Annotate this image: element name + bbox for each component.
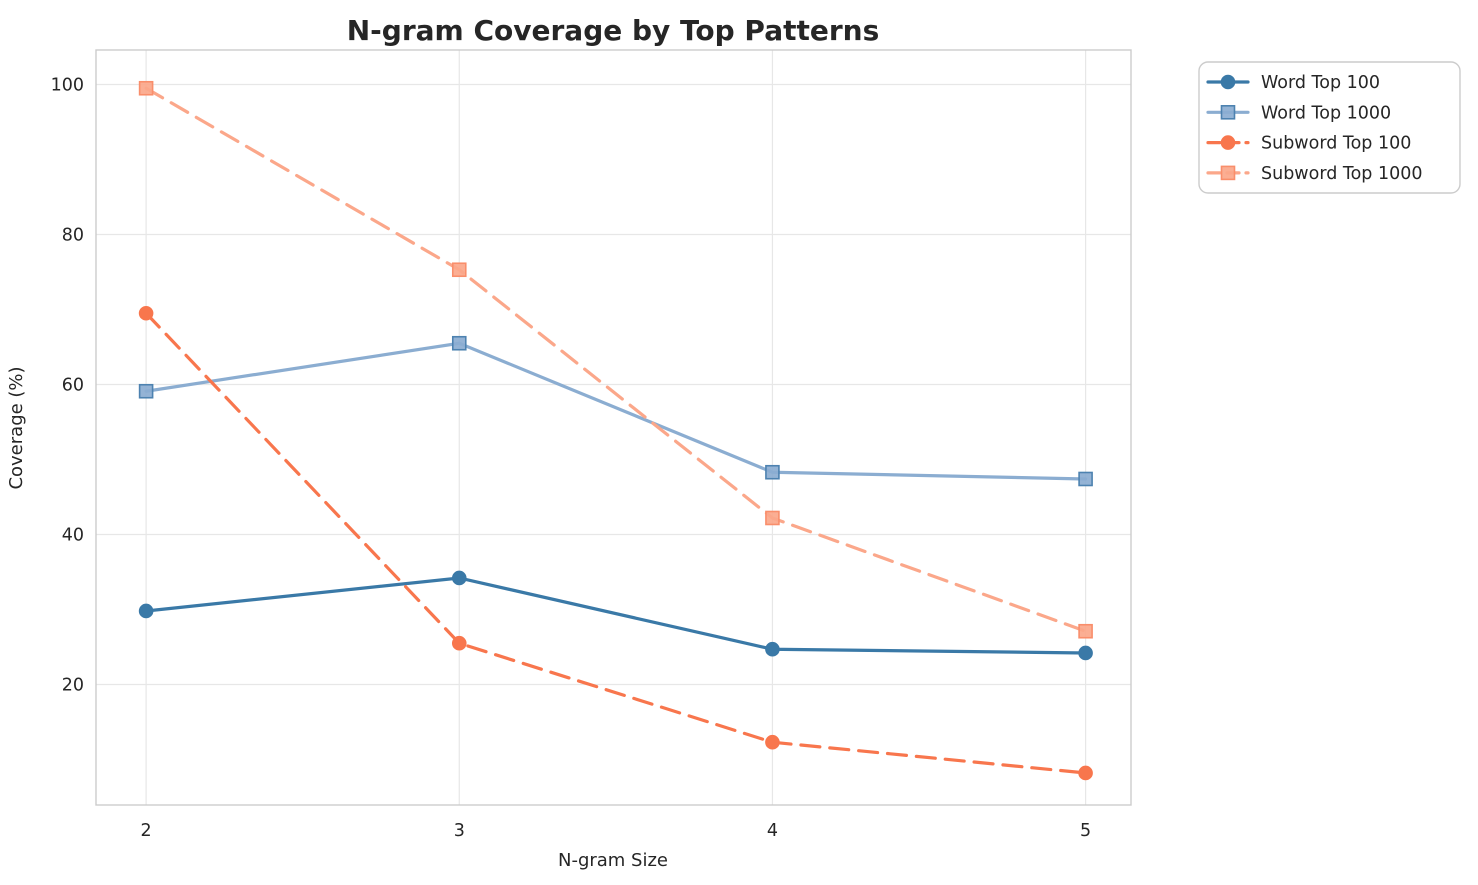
x-axis-label: N-gram Size <box>558 850 668 871</box>
y-tick-label: 80 <box>62 225 84 245</box>
y-tick-label: 20 <box>62 675 84 695</box>
data-point-marker <box>451 335 467 351</box>
x-tick-label: 4 <box>767 821 778 841</box>
x-tick-label: 3 <box>454 821 465 841</box>
data-point-marker <box>451 570 467 586</box>
data-point-marker <box>1220 135 1236 150</box>
legend-label: Word Top 1000 <box>1261 103 1391 123</box>
data-point-marker <box>1078 471 1093 487</box>
data-point-marker <box>138 305 154 321</box>
legend-item-word-top-100: Word Top 100 <box>1206 73 1380 93</box>
legend-label: Subword Top 1000 <box>1261 164 1423 184</box>
y-tick-label: 100 <box>51 75 84 95</box>
data-point-marker <box>1220 74 1236 90</box>
legend-box <box>1198 61 1461 194</box>
legend-label: Subword Top 100 <box>1261 134 1411 154</box>
series-subword-top-100 <box>138 305 1093 781</box>
y-tick-label: 60 <box>62 375 84 395</box>
x-tick-label: 2 <box>141 821 152 841</box>
y-axis-ticks: 20 40 60 80 100 <box>51 75 84 695</box>
series-line <box>144 576 1088 655</box>
series-subword-top-1000 <box>138 80 1093 639</box>
data-point-marker <box>138 383 154 399</box>
legend: Word Top 100 Word Top 1000 Subword Top 100… <box>1198 61 1461 194</box>
series-word-top-100 <box>138 570 1093 661</box>
legend-item-subword-top-100: Subword Top 100 <box>1206 134 1411 154</box>
x-tick-label: 5 <box>1080 821 1091 841</box>
data-point-marker <box>765 464 780 480</box>
legend-label: Word Top 100 <box>1261 73 1380 93</box>
data-series-layer <box>138 80 1093 781</box>
chart-title: N-gram Coverage by Top Patterns <box>347 14 880 47</box>
data-point-marker <box>1078 645 1093 661</box>
series-line <box>144 86 1088 633</box>
plot-border <box>95 49 1132 806</box>
data-point-marker <box>1078 623 1093 639</box>
series-line <box>144 311 1088 775</box>
series-word-top-1000 <box>138 335 1093 487</box>
y-tick-label: 40 <box>62 525 84 545</box>
data-point-marker <box>765 510 780 526</box>
data-point-marker <box>138 603 154 619</box>
data-point-marker <box>1220 105 1236 120</box>
gridlines <box>96 50 1131 805</box>
data-point-marker <box>451 635 467 651</box>
y-axis-label: Coverage (%) <box>6 366 27 489</box>
data-point-marker <box>765 734 780 750</box>
series-line <box>144 341 1088 481</box>
data-point-marker <box>1220 165 1236 181</box>
data-point-marker <box>138 80 154 96</box>
data-point-marker <box>765 641 780 657</box>
legend-item-word-top-1000: Word Top 1000 <box>1206 103 1391 123</box>
legend-item-subword-top-1000: Subword Top 1000 <box>1206 164 1423 184</box>
data-point-marker <box>1078 765 1093 781</box>
x-axis-ticks: 2 3 4 5 <box>141 821 1092 841</box>
data-point-marker <box>451 262 467 278</box>
